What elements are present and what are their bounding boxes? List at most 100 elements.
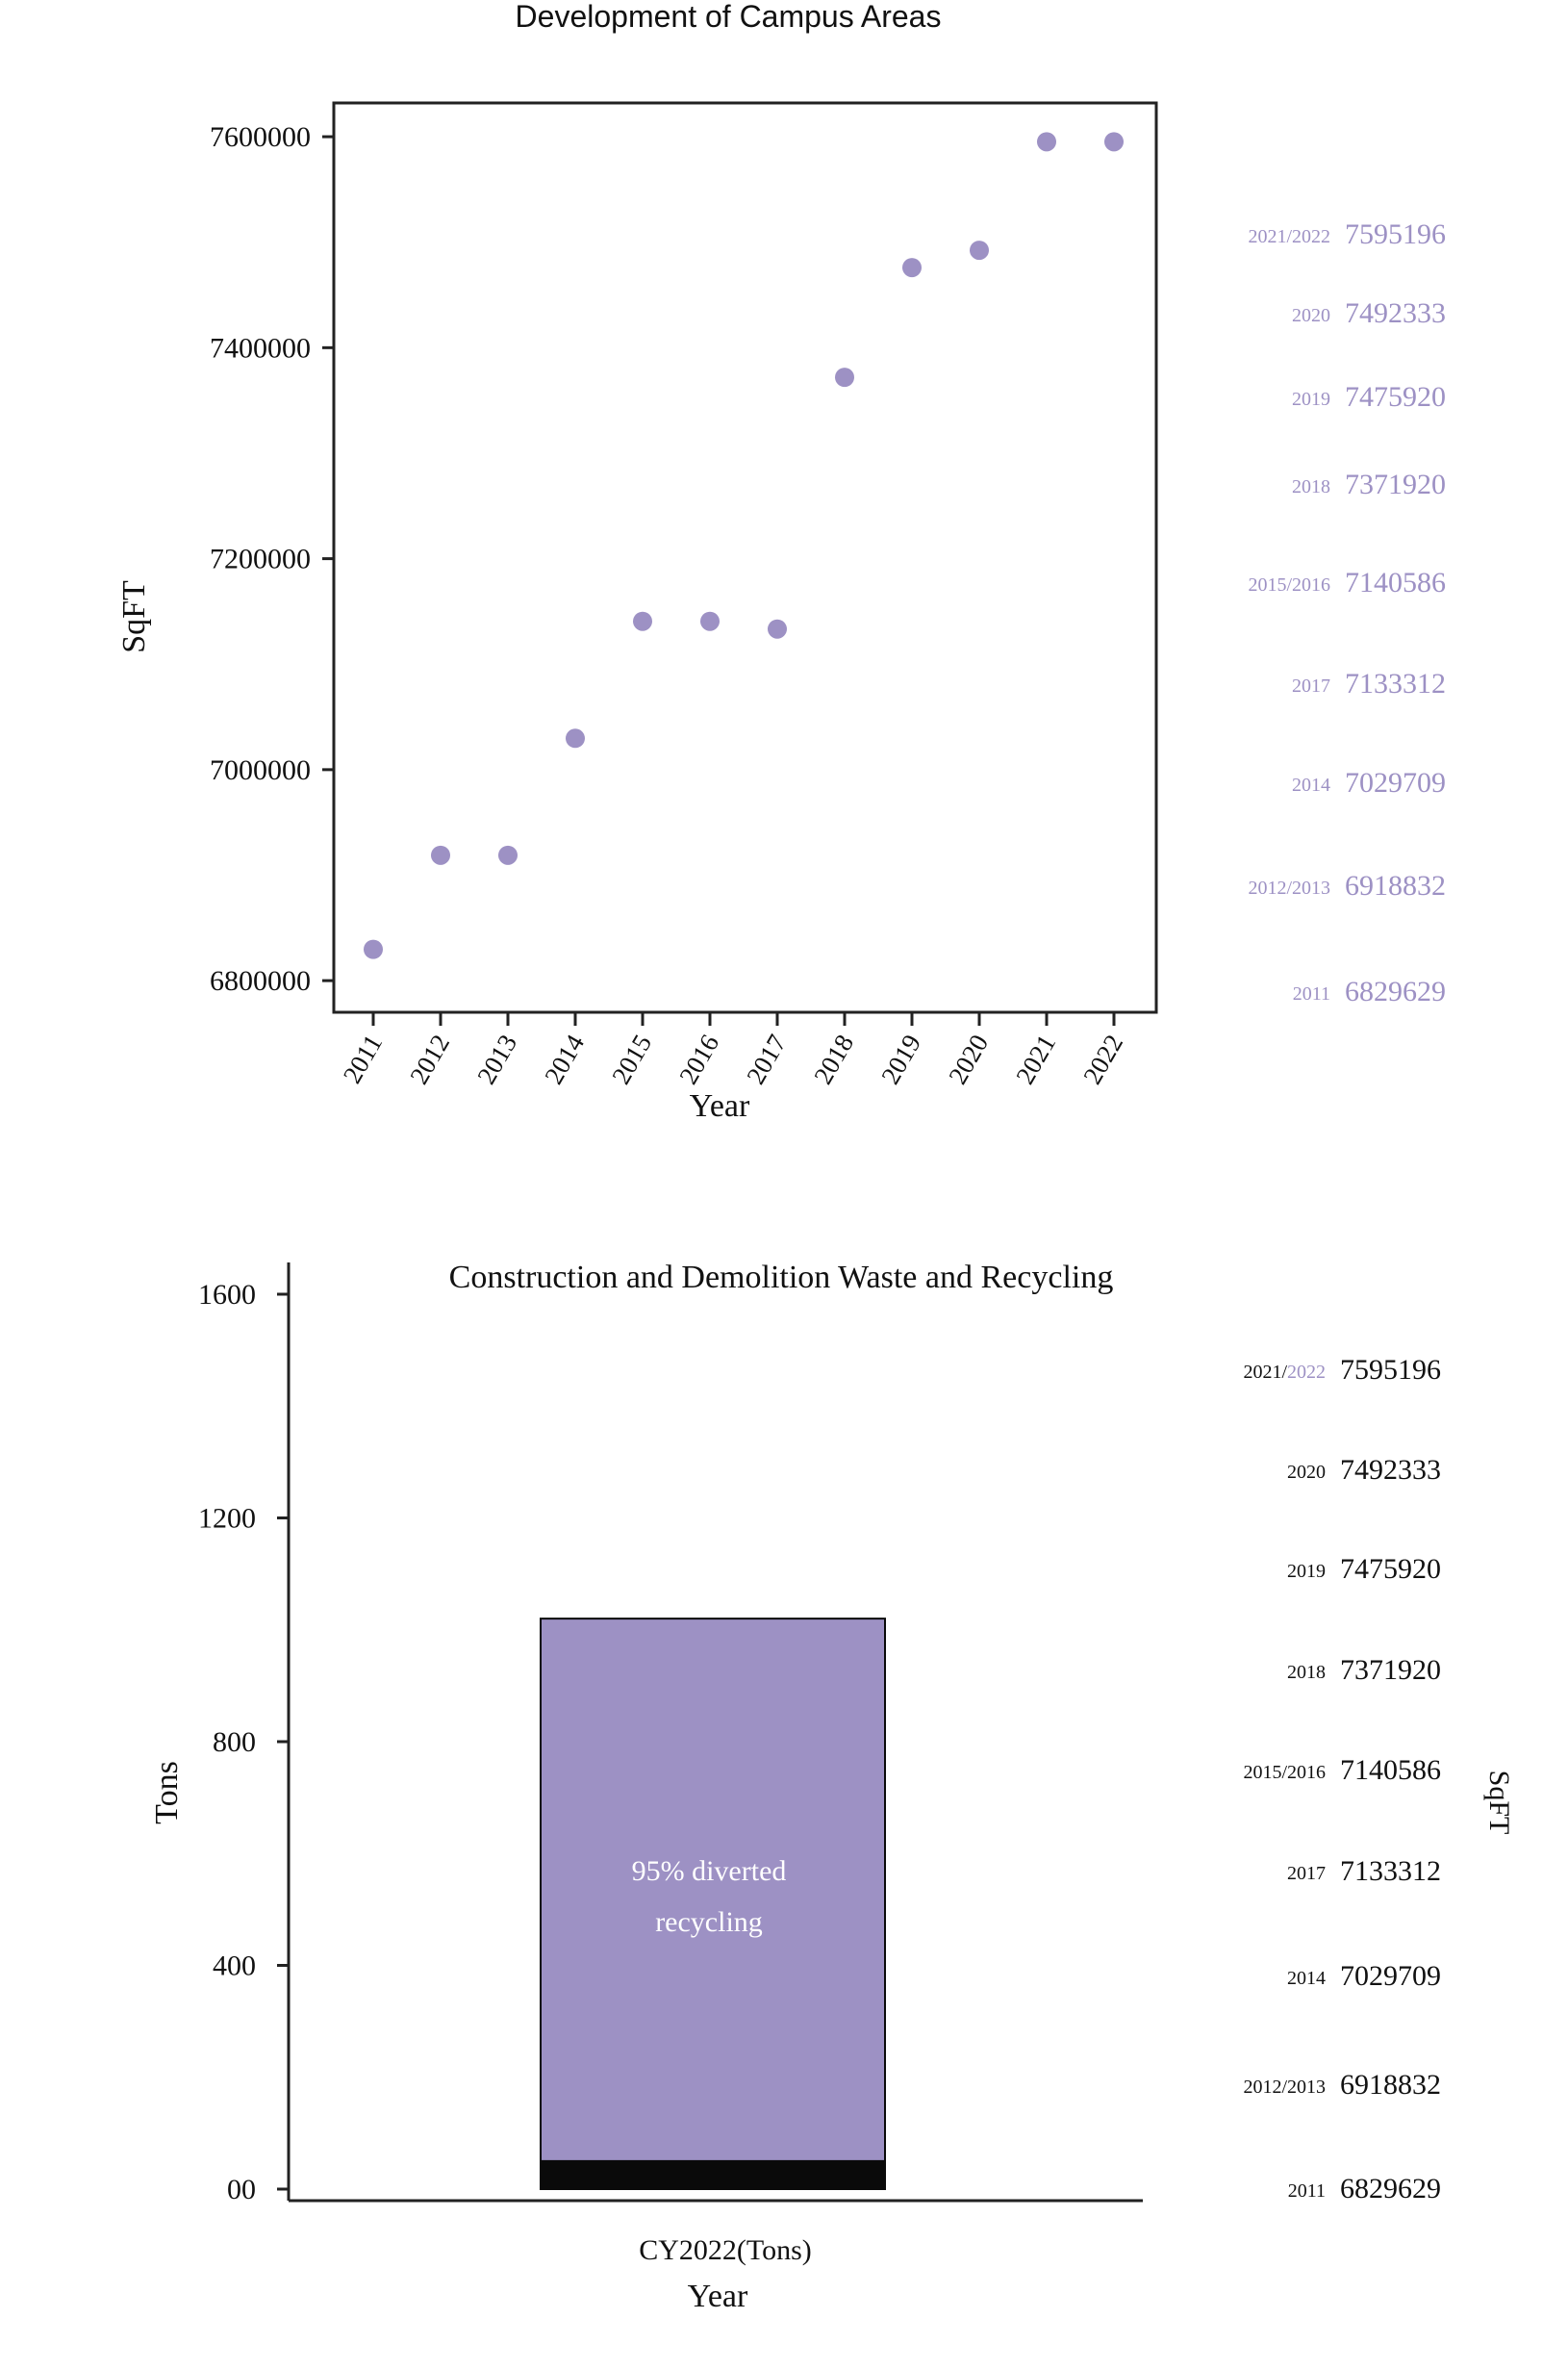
scatter-y-tick-label: 7600000 bbox=[210, 121, 311, 153]
scatter-point-2014 bbox=[566, 728, 585, 749]
bar-side-year: 2019 bbox=[1287, 1561, 1326, 1582]
bar-side-year: 2011 bbox=[1288, 2180, 1326, 2202]
scatter-point-2013 bbox=[498, 845, 518, 865]
bar-side-year-part: 2019 bbox=[1287, 1561, 1326, 1582]
bar-side-value: 7371920 bbox=[1340, 1654, 1441, 1686]
bar-side-year: 2015/2016 bbox=[1243, 1762, 1326, 1783]
scatter-x-tick-label: 2011 bbox=[338, 1030, 388, 1088]
bar-segment-waste bbox=[540, 2159, 886, 2190]
bar-side-value-list: 2021/2022 7595196 2020 7492333 2019 7475920 20… bbox=[1243, 1354, 1441, 2204]
scatter-side-year: 2020 bbox=[1292, 305, 1330, 326]
scatter-side-year: 2012/2013 bbox=[1248, 878, 1330, 899]
scatter-x-tick-label: 2015 bbox=[606, 1030, 657, 1089]
bar-side-value: 6829629 bbox=[1340, 2173, 1441, 2204]
bar-side-year-part: 2022 bbox=[1287, 1362, 1326, 1383]
scatter-y-tick-label: 6800000 bbox=[210, 965, 311, 997]
bar-series bbox=[540, 1618, 886, 2190]
scatter-x-tick-label: 2013 bbox=[471, 1030, 522, 1089]
bar-side-year: 2012/2013 bbox=[1243, 2077, 1326, 2098]
bar-side-year-part: 2015/2016 bbox=[1243, 1762, 1326, 1783]
scatter-x-tick-label: 2018 bbox=[808, 1030, 859, 1089]
scatter-y-tick-label: 7000000 bbox=[210, 754, 311, 786]
scatter-side-value: 7492333 bbox=[1345, 297, 1446, 329]
bar-side-value: 7133312 bbox=[1340, 1855, 1441, 1887]
bar-side-year-part: 2011 bbox=[1288, 2180, 1326, 2202]
bar-title: Construction and Demolition Waste and Re… bbox=[449, 1260, 1114, 1295]
scatter-x-tick-label: 2017 bbox=[741, 1030, 792, 1089]
scatter-x-tick-label: 2020 bbox=[943, 1030, 994, 1089]
scatter-point-2018 bbox=[835, 368, 854, 388]
scatter-side-value: 7371920 bbox=[1345, 469, 1446, 500]
scatter-side-year: 2018 bbox=[1292, 476, 1330, 497]
scatter-y-tick-label: 7200000 bbox=[210, 544, 311, 575]
scatter-side-value: 7029709 bbox=[1345, 767, 1446, 799]
scatter-side-value: 7140586 bbox=[1345, 567, 1446, 599]
bar-side-year: 2014 bbox=[1287, 1968, 1326, 1989]
scatter-y-tick-label: 7400000 bbox=[210, 332, 311, 364]
bar-side-value: 7595196 bbox=[1340, 1354, 1441, 1386]
bar-side-value: 7475920 bbox=[1340, 1553, 1441, 1585]
scatter-x-axis-label: Year bbox=[690, 1088, 750, 1124]
bar-x-axis-label: Year bbox=[688, 2279, 748, 2314]
bar-side-value: 7140586 bbox=[1340, 1754, 1441, 1786]
scatter-side-year: 2019 bbox=[1292, 389, 1330, 410]
scatter-side-year: 2017 bbox=[1292, 675, 1330, 697]
bar-side-year: 2021/2022 bbox=[1243, 1362, 1326, 1383]
scatter-point-2012 bbox=[431, 845, 450, 865]
scatter-point-2015 bbox=[633, 611, 652, 631]
bar-side-year-part: 2012/2013 bbox=[1243, 2077, 1326, 2098]
scatter-side-value: 6829629 bbox=[1345, 976, 1446, 1007]
scatter-side-value: 7595196 bbox=[1345, 218, 1446, 250]
scatter-side-value: 7133312 bbox=[1345, 668, 1446, 700]
bar-side-year-part: 2021/ bbox=[1243, 1362, 1287, 1383]
bar-category-label: CY2022(Tons) bbox=[639, 2234, 812, 2266]
scatter-y-axis: 6800000 7000000 7200000 7400000 7600000 bbox=[210, 121, 334, 997]
scatter-side-value: 7475920 bbox=[1345, 381, 1446, 413]
scatter-side-year: 2014 bbox=[1292, 775, 1330, 796]
bar-side-value: 7492333 bbox=[1340, 1454, 1441, 1486]
scatter-side-value-list: 2021/2022 7595196 2020 7492333 2019 7475920 20… bbox=[1248, 218, 1446, 1007]
bar-side-year-part: 2014 bbox=[1287, 1968, 1326, 1989]
scatter-x-axis: 2011 2012 2013 2014 2015 2016 2017 2018 2019 2020… bbox=[338, 1012, 1128, 1089]
scatter-y-axis-label: SqFT bbox=[116, 580, 152, 653]
scatter-point-2017 bbox=[768, 619, 787, 639]
scatter-x-tick-label: 2019 bbox=[875, 1030, 926, 1089]
bar-segment-recycling bbox=[540, 1618, 886, 2162]
bar-side-year-part: 2020 bbox=[1287, 1462, 1326, 1483]
scatter-point-2016 bbox=[700, 611, 720, 631]
bar-y-axis: 00 400 800 1200 1600 bbox=[198, 1279, 289, 2205]
bar-right-axis-label: SqFT bbox=[1483, 1771, 1515, 1835]
bar-side-year: 2018 bbox=[1287, 1662, 1326, 1683]
scatter-point-2011 bbox=[364, 939, 383, 959]
scatter-x-tick-label: 2014 bbox=[539, 1030, 590, 1089]
scatter-points bbox=[364, 132, 1124, 959]
scatter-plot-frame bbox=[332, 101, 1158, 1014]
bar-y-tick-label: 1200 bbox=[198, 1503, 256, 1535]
scatter-point-2021 bbox=[1037, 132, 1056, 152]
scatter-point-2020 bbox=[970, 241, 989, 261]
bar-y-axis-label: Tons bbox=[149, 1761, 185, 1824]
bar-y-tick-label: 00 bbox=[227, 2174, 256, 2205]
scatter-x-tick-label: 2021 bbox=[1010, 1030, 1061, 1089]
bar-side-value: 6918832 bbox=[1340, 2069, 1441, 2101]
bar-y-tick-label: 1600 bbox=[198, 1279, 256, 1311]
bar-side-year-part: 2017 bbox=[1287, 1863, 1326, 1884]
scatter-x-tick-label: 2016 bbox=[673, 1030, 724, 1089]
scatter-point-2019 bbox=[902, 258, 922, 278]
scatter-side-year: 2015/2016 bbox=[1248, 574, 1330, 596]
bar-annotation-line-2: recycling bbox=[655, 1906, 763, 1938]
scatter-x-tick-label: 2022 bbox=[1077, 1030, 1128, 1089]
bar-y-tick-label: 400 bbox=[213, 1950, 256, 1982]
scatter-x-tick-label: 2012 bbox=[404, 1030, 455, 1089]
bar-chart: Construction and Demolition Waste and Re… bbox=[149, 1260, 1515, 2314]
scatter-side-value: 6918832 bbox=[1345, 870, 1446, 902]
scatter-side-year: 2021/2022 bbox=[1248, 226, 1330, 247]
scatter-title: Development of Campus Areas bbox=[516, 0, 942, 34]
bar-side-year-part: 2018 bbox=[1287, 1662, 1326, 1683]
bar-y-tick-label: 800 bbox=[213, 1726, 256, 1758]
bar-annotation-line-1: 95% diverted bbox=[632, 1855, 787, 1887]
scatter-point-2022 bbox=[1104, 132, 1124, 152]
bar-side-value: 7029709 bbox=[1340, 1960, 1441, 1992]
scatter-side-year: 2011 bbox=[1293, 983, 1330, 1005]
bar-side-year: 2020 bbox=[1287, 1462, 1326, 1483]
